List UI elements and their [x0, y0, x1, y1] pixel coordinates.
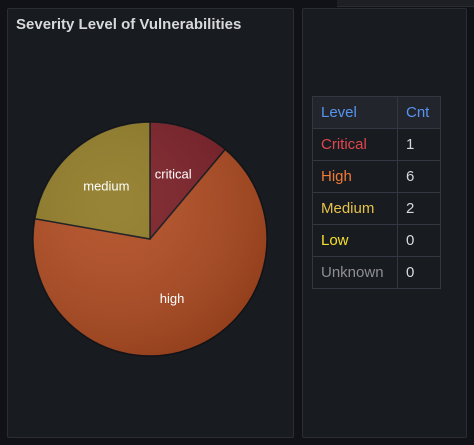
- level-cell: High: [312, 160, 398, 193]
- table-row: Critical 1: [312, 128, 441, 161]
- count-cell: 6: [397, 160, 441, 193]
- pie-label-critical: critical: [155, 167, 192, 182]
- level-cell: Critical: [312, 128, 398, 161]
- table-row: High 6: [312, 160, 441, 193]
- column-header-level[interactable]: Level: [312, 96, 398, 129]
- severity-table-panel: Level Cnt Critical 1 High 6 Medium 2 Low…: [302, 8, 467, 438]
- count-cell: 2: [397, 192, 441, 225]
- count-cell: 1: [397, 128, 441, 161]
- count-cell: 0: [397, 224, 441, 257]
- table-row: Medium 2: [312, 192, 441, 225]
- top-bar: [337, 0, 474, 7]
- level-cell: Medium: [312, 192, 398, 225]
- pie-chart-panel: Severity Level of Vulnerabilities critic…: [7, 8, 294, 438]
- pie-label-medium: medium: [83, 178, 129, 193]
- level-cell: Low: [312, 224, 398, 257]
- table-row: Unknown 0: [312, 256, 441, 289]
- panel-title: Severity Level of Vulnerabilities: [16, 16, 242, 33]
- table-header-row: Level Cnt: [312, 96, 441, 129]
- pie-chart: critical high medium: [32, 121, 268, 357]
- count-cell: 0: [397, 256, 441, 289]
- severity-table: Level Cnt Critical 1 High 6 Medium 2 Low…: [312, 96, 441, 289]
- pie-label-high: high: [160, 291, 185, 306]
- level-cell: Unknown: [312, 256, 398, 289]
- table-row: Low 0: [312, 224, 441, 257]
- column-header-cnt[interactable]: Cnt: [397, 96, 441, 129]
